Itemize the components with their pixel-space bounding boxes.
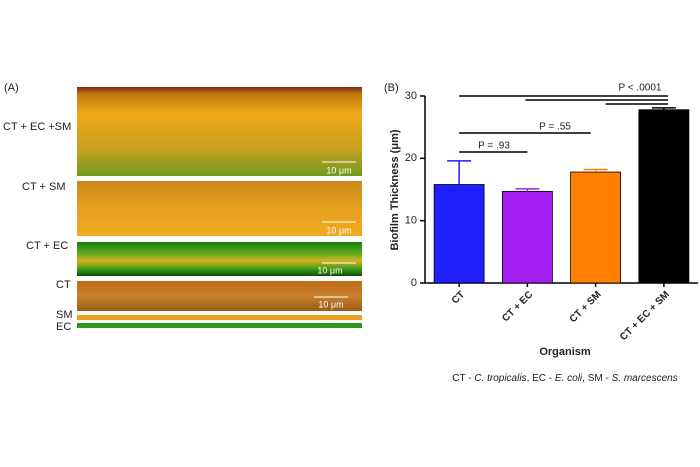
bar: [570, 171, 622, 284]
bar: [433, 184, 485, 284]
x-tick-label: CT + SM: [568, 289, 604, 325]
row-label: CT + EC: [26, 240, 68, 252]
row-label: CT + EC +SM: [3, 121, 71, 133]
error-bar: [583, 168, 608, 173]
scale-bar-label: 10 μm: [318, 299, 343, 309]
row-label: EC: [56, 321, 71, 333]
error-bar: [651, 107, 676, 110]
scale-bar-label: 10 μm: [317, 265, 342, 275]
panel-label: (A): [4, 82, 19, 94]
row-label: SM: [56, 309, 73, 321]
micrograph: [77, 315, 362, 320]
scale-bar-label: 10 μm: [326, 225, 351, 235]
micrograph: [77, 281, 362, 311]
micrograph: [77, 242, 362, 276]
caption-part: , SM -: [582, 373, 611, 384]
significance-label: P < .0001: [619, 83, 662, 94]
y-tick-label: 10: [405, 215, 417, 227]
caption-part: CT -: [452, 373, 474, 384]
panel-label: (B): [384, 82, 399, 94]
panel-b: (B) Biofilm Thickness (μm) Organism CT -…: [384, 82, 698, 384]
y-axis-title: Biofilm Thickness (μm): [389, 129, 401, 250]
caption-part: S. marcescens: [612, 373, 678, 384]
y-tick-label: 20: [405, 152, 417, 164]
y-tick-label: 30: [405, 90, 417, 102]
error-bar: [447, 160, 472, 185]
bar: [501, 190, 553, 284]
caption-part: , EC -: [527, 373, 555, 384]
y-tick-label: 0: [411, 277, 417, 289]
significance-label: P = .93: [478, 141, 510, 152]
row-label: CT: [56, 279, 71, 291]
significance-label: P = .55: [539, 122, 571, 133]
panel-a: (A) CT + EC +SM CT + SM CT + EC CT SM EC…: [3, 82, 362, 333]
caption: CT - C. tropicalis, EC - E. coli, SM - S…: [452, 373, 677, 384]
caption-part: E. coli: [555, 373, 583, 384]
micrograph: [77, 323, 362, 328]
x-tick-label: CT + EC: [500, 289, 535, 324]
micrograph: [77, 87, 362, 176]
x-tick-label: CT + EC + SM: [618, 289, 672, 343]
bar: [638, 109, 690, 284]
caption-part: C. tropicalis: [474, 373, 526, 384]
x-axis-title: Organism: [539, 346, 591, 358]
scale-bar-label: 10 μm: [326, 165, 351, 175]
x-tick-label: CT: [450, 289, 467, 306]
micrograph: [77, 181, 362, 236]
row-label: CT + SM: [22, 181, 66, 193]
error-bar: [515, 188, 540, 192]
